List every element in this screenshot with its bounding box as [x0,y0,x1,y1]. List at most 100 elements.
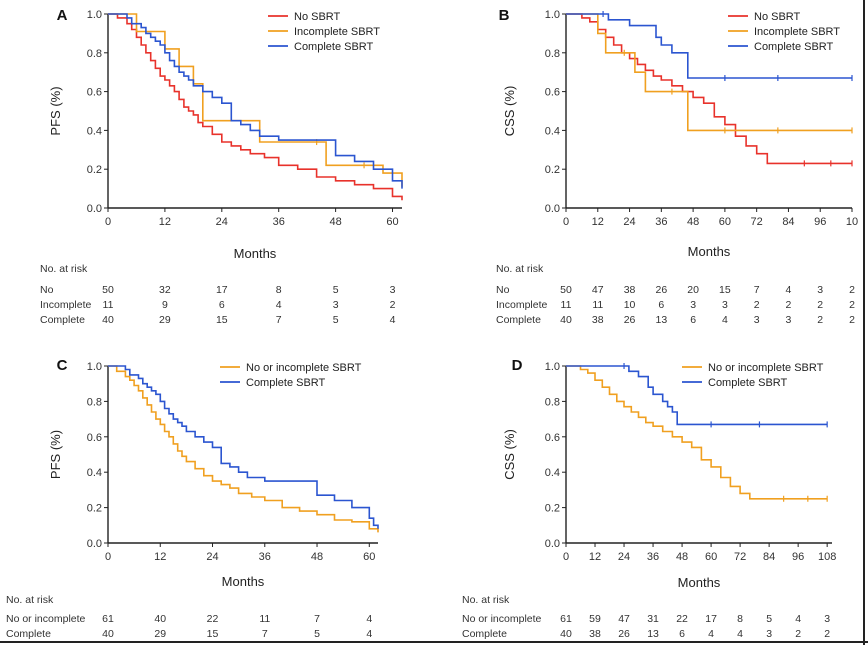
y-tick-label: 0.6 [545,87,560,99]
risk-value: 26 [618,628,630,640]
y-tick-label: 1.0 [87,9,102,21]
risk-value: 6 [658,299,664,311]
risk-value: 40 [102,314,114,326]
risk-row-label: Complete [462,628,507,640]
risk-value: 6 [690,314,696,326]
risk-row-label: Complete [40,314,85,326]
legend-entry: Complete SBRT [294,41,374,53]
risk-value: 29 [159,314,171,326]
risk-value: 2 [824,628,830,640]
risk-value: 5 [333,284,339,296]
legend-entry: No or incomplete SBRT [708,362,824,374]
legend-entry: Incomplete SBRT [294,26,380,38]
x-tick-label: 12 [589,551,601,563]
risk-value: 5 [766,613,772,625]
x-axis-label: Months [678,575,721,590]
risk-table-title: No. at risk [496,263,544,275]
risk-value: 26 [655,284,667,296]
risk-value: 22 [676,613,688,625]
risk-value: 38 [624,284,636,296]
km-curve-complete-sbrt [108,365,379,529]
x-tick-label: 108 [818,551,836,563]
risk-value: 4 [366,628,372,640]
risk-value: 4 [795,613,801,625]
legend-entry: No or incomplete SBRT [246,362,362,374]
km-curve-no-or-incomplete-sbrt [566,365,828,500]
risk-value: 32 [159,284,171,296]
x-tick-label: 60 [719,216,731,228]
risk-value: 3 [690,299,696,311]
y-tick-label: 0.2 [545,164,560,176]
x-tick-label: 60 [386,216,398,228]
risk-value: 17 [705,613,717,625]
legend-entry: Complete SBRT [708,377,788,389]
risk-value: 2 [817,314,823,326]
risk-value: 29 [154,628,166,640]
x-tick-label: 72 [734,551,746,563]
risk-value: 40 [102,628,114,640]
y-tick-label: 0.4 [87,467,102,479]
risk-value: 11 [259,613,270,625]
x-tick-label: 36 [273,216,285,228]
y-tick-label: 0.0 [87,203,102,215]
risk-row-label: Incomplete [40,299,92,311]
km-curve-no-or-incomplete-sbrt [108,365,379,533]
panel-label-d: D [512,357,523,374]
y-tick-label: 0.6 [87,432,102,444]
risk-value: 61 [102,613,114,625]
km-curve-complete-sbrt [566,365,828,426]
risk-value: 31 [647,613,659,625]
risk-value: 40 [560,314,572,326]
risk-value: 3 [333,299,339,311]
x-tick-label: 72 [751,216,763,228]
y-axis-label: CSS (%) [502,429,517,480]
risk-value: 2 [849,314,855,326]
y-tick-label: 0.2 [87,503,102,515]
risk-value: 4 [390,314,396,326]
x-tick-label: 48 [311,551,323,563]
panel-label-c: C [57,357,68,374]
risk-value: 7 [262,628,268,640]
x-tick-label: 0 [105,216,111,228]
risk-value: 20 [687,284,699,296]
risk-value: 17 [216,284,228,296]
legend-entry: No SBRT [754,11,801,23]
x-tick-label: 48 [676,551,688,563]
risk-value: 15 [719,284,731,296]
risk-value: 3 [786,314,792,326]
risk-value: 13 [647,628,659,640]
panel-label-b: B [499,7,510,24]
x-tick-label: 84 [782,216,794,228]
legend-entry: Complete SBRT [246,377,326,389]
risk-value: 6 [679,628,685,640]
x-tick-label: 48 [329,216,341,228]
x-tick-label: 36 [655,216,667,228]
x-tick-label: 12 [159,216,171,228]
y-axis-label: CSS (%) [502,86,517,137]
risk-table-title: No. at risk [462,594,510,606]
x-tick-label: 10 [846,216,858,228]
x-tick-label: 36 [647,551,659,563]
y-tick-label: 0.8 [87,48,102,60]
y-tick-label: 0.4 [87,125,102,137]
risk-value: 5 [333,314,339,326]
y-tick-label: 0.0 [545,203,560,215]
risk-value: 11 [103,299,114,311]
y-tick-label: 0.2 [545,503,560,515]
risk-value: 15 [216,314,228,326]
risk-value: 4 [737,628,743,640]
risk-value: 3 [817,284,823,296]
risk-value: 47 [592,284,604,296]
risk-row-label: No [40,284,54,296]
risk-value: 2 [849,284,855,296]
risk-row-label: Complete [6,628,51,640]
risk-value: 2 [817,299,823,311]
y-tick-label: 0.8 [87,396,102,408]
y-tick-label: 0.0 [545,538,560,550]
risk-value: 7 [754,284,760,296]
risk-value: 2 [795,628,801,640]
risk-value: 8 [737,613,743,625]
risk-row-label: No or incomplete [462,613,542,625]
y-tick-label: 0.8 [545,48,560,60]
legend-entry: Complete SBRT [754,41,834,53]
